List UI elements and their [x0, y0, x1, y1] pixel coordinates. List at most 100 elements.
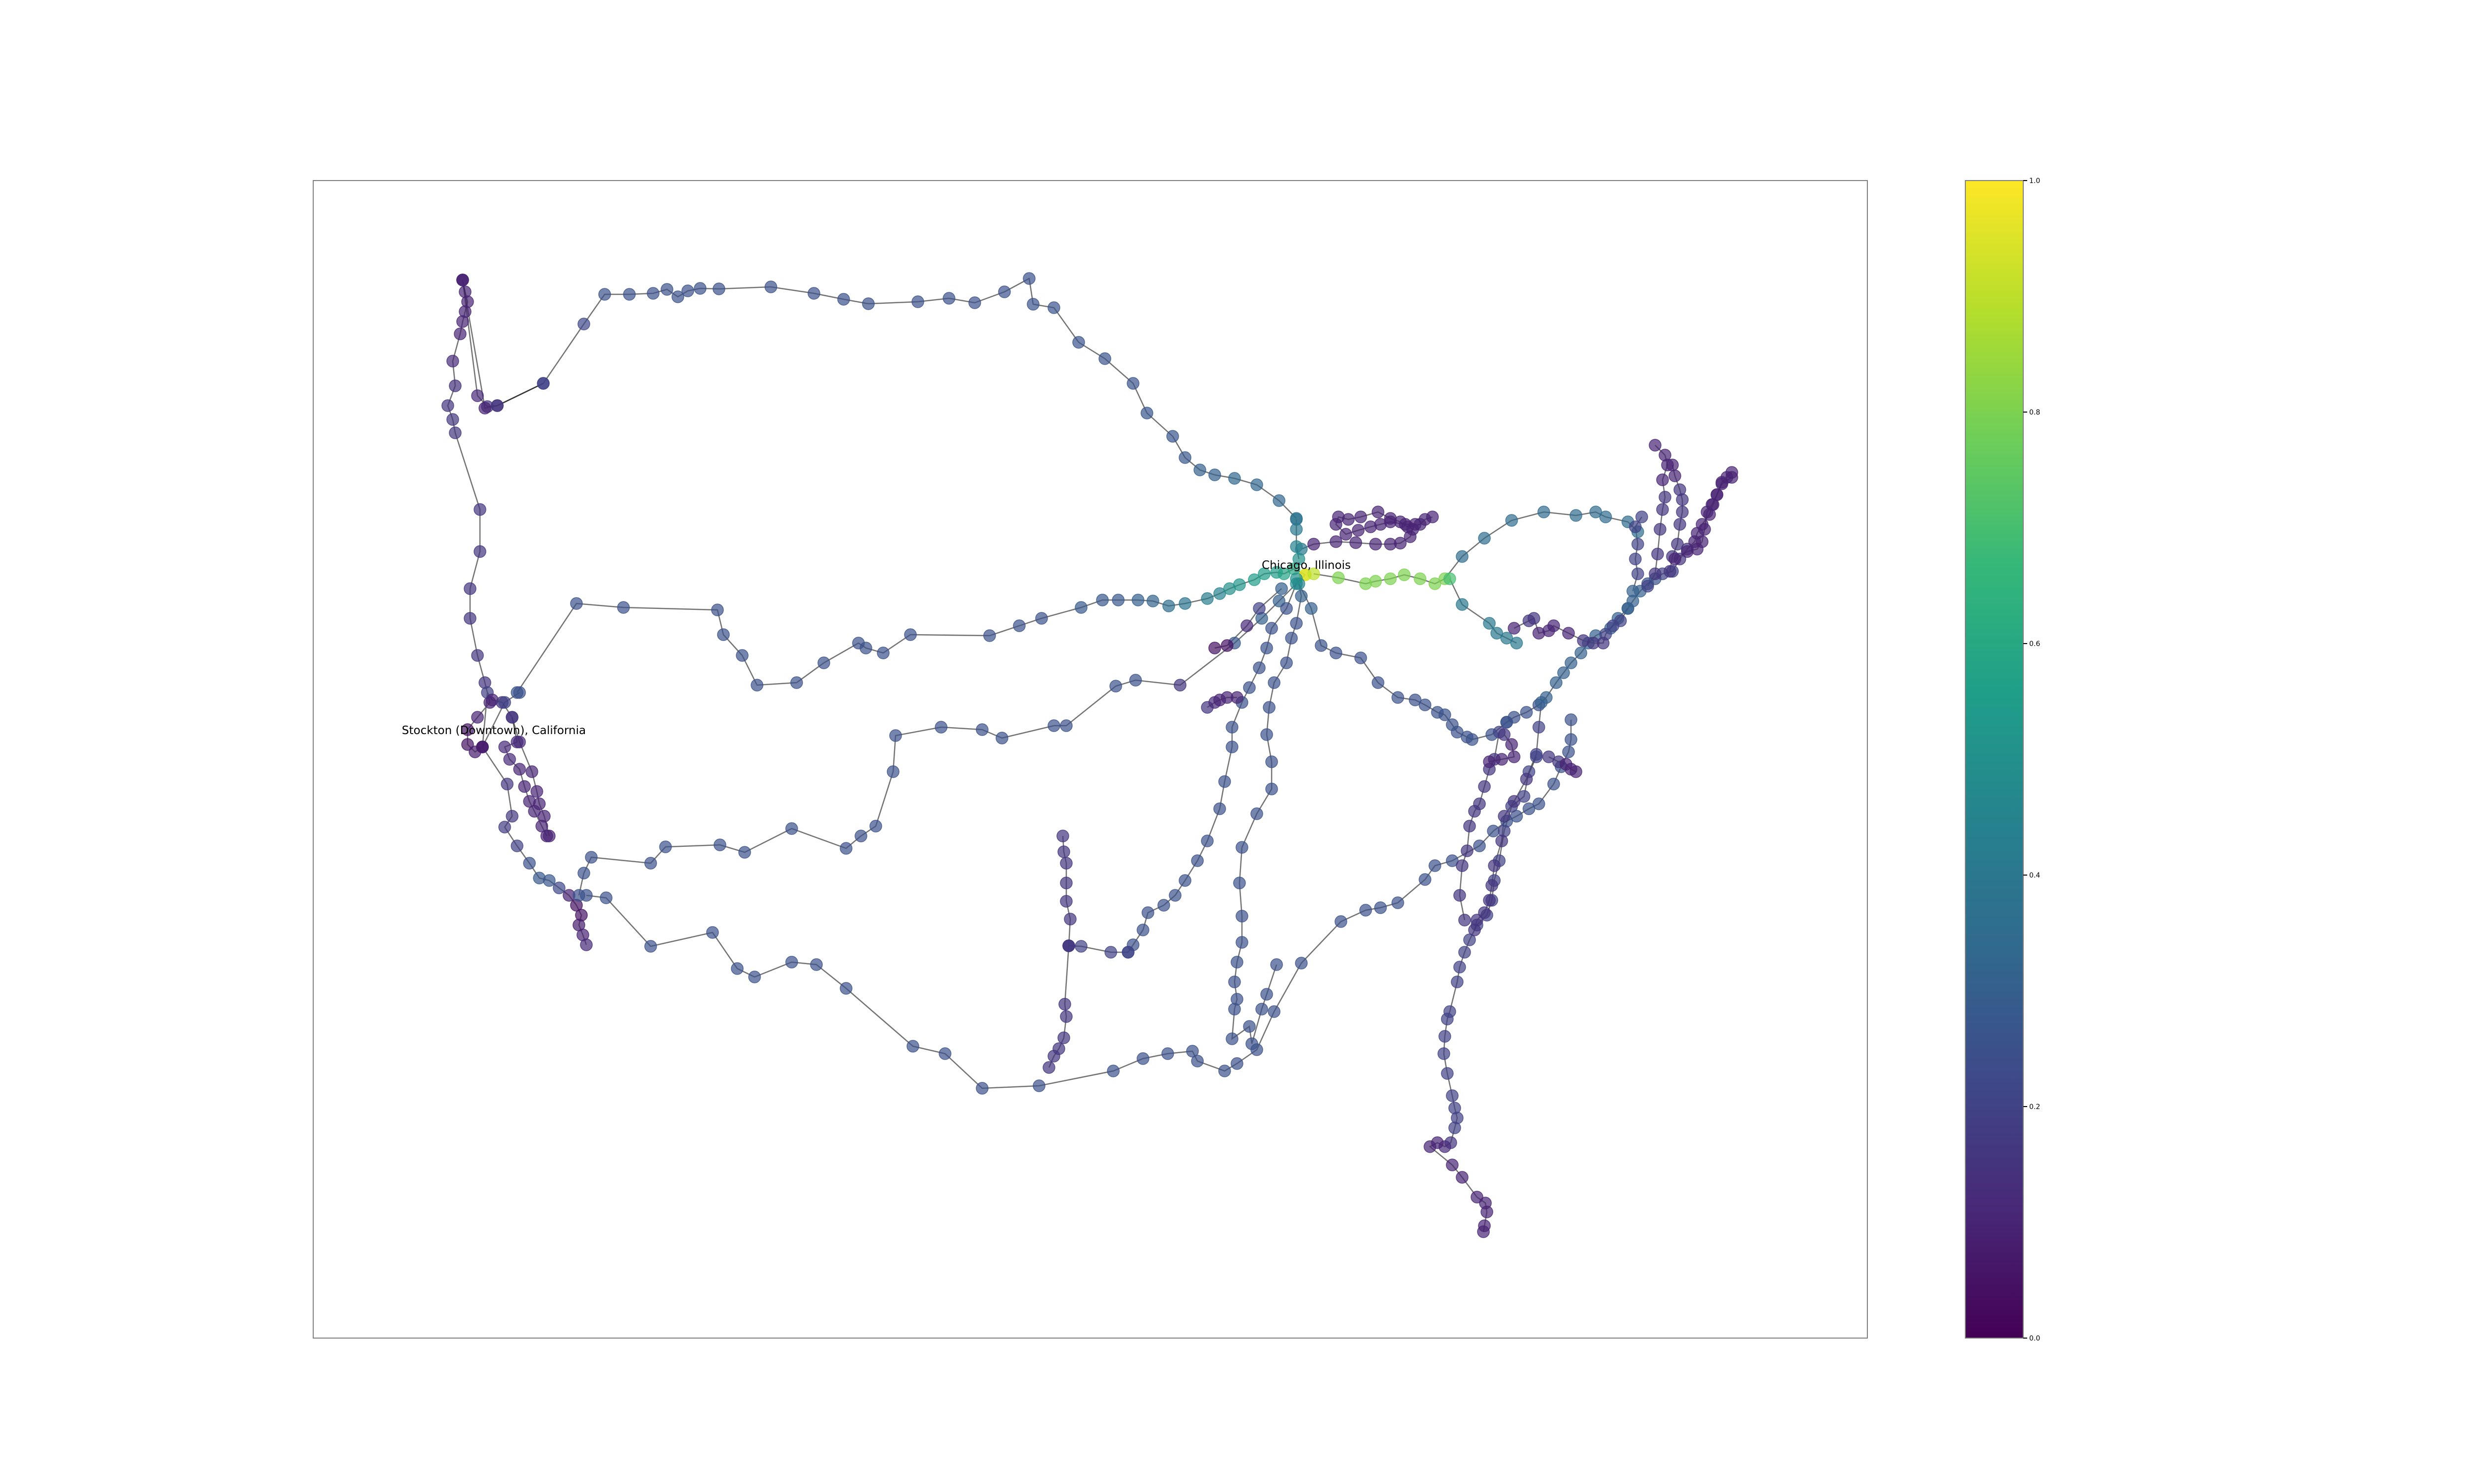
station-node: [1557, 666, 1570, 679]
station-node: [1508, 750, 1521, 763]
station-node: [1461, 844, 1474, 857]
station-node: [1075, 601, 1088, 614]
station-node: [1047, 1050, 1060, 1063]
station-node: [1490, 627, 1503, 640]
station-node: [1201, 592, 1214, 605]
station-node: [1112, 594, 1125, 606]
station-node: [1673, 483, 1686, 496]
station-node: [862, 297, 875, 310]
station-node: [1236, 910, 1248, 923]
station-node: [1228, 1003, 1241, 1016]
station-node: [1228, 975, 1241, 988]
station-node: [1414, 572, 1427, 585]
station-node: [533, 797, 546, 810]
station-node: [1589, 506, 1602, 518]
station-node: [751, 679, 763, 692]
station-node: [1253, 661, 1266, 674]
station-node: [1208, 642, 1221, 654]
station-node: [1542, 750, 1555, 763]
station-node: [585, 851, 598, 864]
station-node: [738, 846, 751, 859]
station-node: [1265, 622, 1278, 635]
station-node: [464, 582, 476, 595]
station-node: [1520, 773, 1533, 786]
station-node: [1075, 940, 1088, 953]
station-node: [911, 295, 924, 308]
station-node: [1453, 889, 1466, 902]
station-node: [1141, 407, 1153, 419]
station-node: [1193, 464, 1206, 476]
station-node: [1428, 577, 1441, 590]
station-node: [1495, 835, 1508, 847]
station-node: [1349, 536, 1362, 549]
station-node: [1280, 656, 1293, 669]
station-node: [1565, 656, 1577, 669]
station-node: [1218, 775, 1231, 788]
station-node: [1654, 523, 1666, 536]
station-node: [1547, 778, 1560, 790]
station-node: [817, 656, 830, 669]
station-node: [1458, 914, 1471, 927]
station-node: [1060, 857, 1073, 870]
station-node: [1426, 510, 1439, 523]
station-node: [600, 891, 613, 904]
station-node: [476, 741, 489, 753]
station-node: [1060, 877, 1073, 889]
station-node: [1522, 802, 1535, 815]
station-node: [570, 597, 583, 610]
station-node: [1098, 352, 1111, 365]
station-node: [1725, 466, 1738, 479]
station-node: [1468, 805, 1481, 818]
station-node: [513, 763, 526, 776]
station-node: [1651, 548, 1664, 560]
station-node: [1532, 721, 1545, 734]
station-node: [1231, 691, 1243, 704]
station-node: [1565, 713, 1577, 726]
station-node: [1060, 719, 1073, 732]
station-node: [1057, 845, 1070, 858]
station-node: [869, 820, 882, 833]
colorbar-tick-label: 0.6: [2029, 640, 2040, 648]
station-node: [1495, 753, 1508, 766]
station-node: [1477, 1225, 1490, 1238]
station-node: [1250, 478, 1263, 491]
station-node: [935, 721, 948, 734]
station-node: [1245, 1037, 1258, 1050]
station-node: [717, 628, 730, 641]
station-node: [1260, 642, 1273, 654]
station-node: [785, 822, 798, 835]
station-node: [474, 503, 486, 516]
station-node: [976, 1082, 989, 1095]
station-node: [1035, 612, 1048, 625]
station-node: [1208, 468, 1221, 481]
station-node: [711, 603, 724, 616]
station-node: [501, 778, 514, 790]
station-node: [706, 926, 719, 939]
station-node: [598, 288, 611, 301]
station-node: [1711, 488, 1723, 501]
colorbar-tick-label: 1.0: [2029, 177, 2040, 185]
station-node: [456, 274, 469, 286]
station-node: [1641, 580, 1654, 593]
station-node: [464, 612, 476, 625]
station-node: [1463, 933, 1476, 946]
station-node: [523, 857, 536, 870]
station-node: [538, 810, 551, 823]
station-node: [976, 723, 989, 736]
station-node: [1441, 1067, 1454, 1080]
station-node: [1243, 1020, 1256, 1033]
station-node: [498, 741, 511, 753]
station-node: [1391, 896, 1404, 909]
station-node: [1060, 895, 1073, 908]
station-node: [1487, 825, 1500, 837]
station-node: [1064, 913, 1077, 926]
station-node: [889, 729, 902, 742]
station-node: [837, 293, 850, 306]
station-node: [906, 1040, 919, 1053]
station-node: [694, 282, 707, 295]
station-node: [1483, 617, 1496, 630]
station-node: [1265, 783, 1278, 795]
station-node: [498, 696, 511, 709]
station-node: [1315, 639, 1328, 652]
station-node: [1456, 1171, 1469, 1184]
